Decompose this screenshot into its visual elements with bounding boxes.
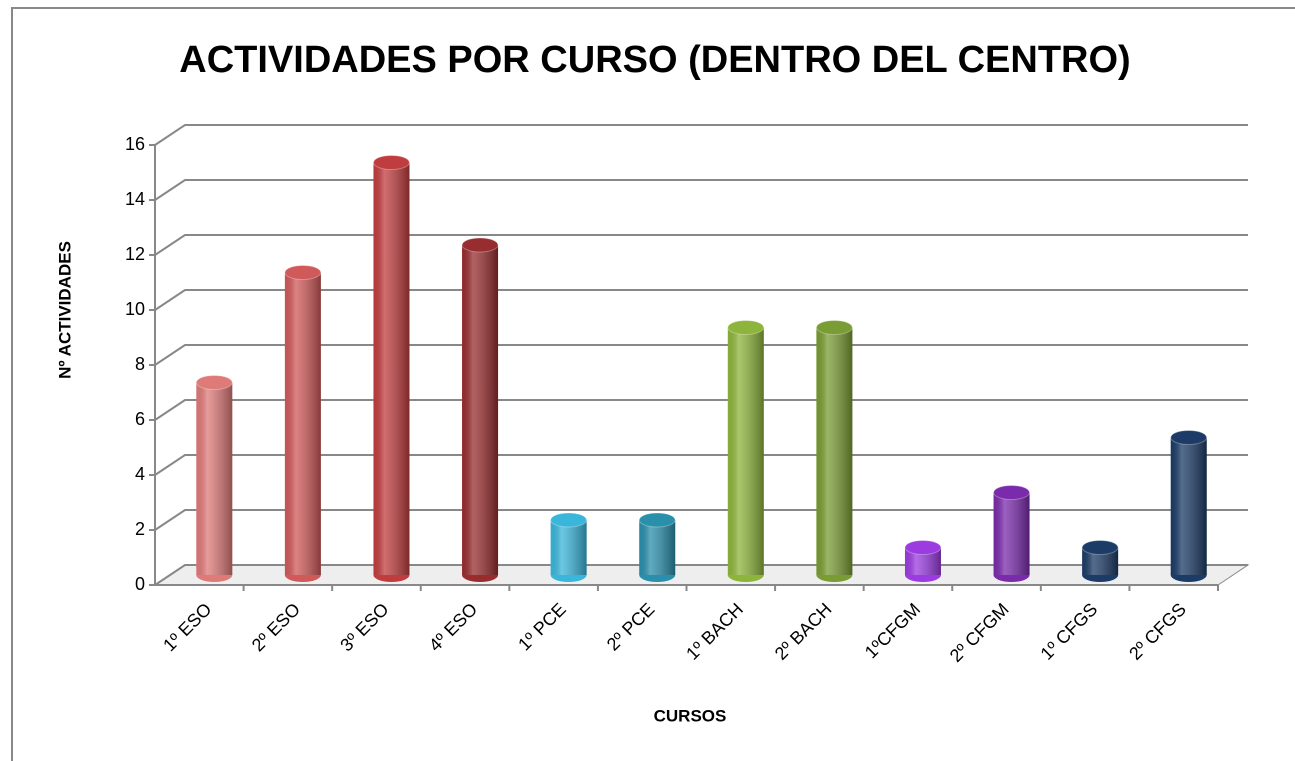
y-tick-label: 6 bbox=[135, 409, 145, 429]
grid-line bbox=[154, 124, 1248, 146]
x-tick-label: 2º ESO bbox=[248, 599, 304, 655]
bar-top bbox=[1081, 540, 1119, 555]
chart-title: ACTIVIDADES POR CURSO (DENTRO DEL CENTRO… bbox=[179, 39, 1130, 81]
x-tick-label: 2º CFGS bbox=[1125, 599, 1190, 664]
x-tick-label: 4º ESO bbox=[425, 599, 481, 655]
bar-shade bbox=[993, 492, 1030, 575]
bar bbox=[372, 155, 410, 582]
grid-line bbox=[154, 289, 1248, 311]
chart-frame bbox=[11, 7, 1295, 761]
y-tick-label: 12 bbox=[125, 244, 145, 264]
y-tick-label: 2 bbox=[135, 519, 145, 539]
x-tick-label: 1º ESO bbox=[159, 599, 215, 655]
y-tick-label: 16 bbox=[125, 134, 145, 154]
grid-line bbox=[154, 234, 1248, 256]
bar-top bbox=[1170, 430, 1208, 445]
x-tick-label: 1º CFGS bbox=[1037, 599, 1102, 664]
grid-line bbox=[154, 399, 1248, 421]
bar-top bbox=[638, 512, 676, 528]
y-tick-label: 8 bbox=[135, 354, 145, 374]
bar-shade bbox=[639, 520, 676, 575]
grid-line bbox=[154, 564, 1248, 586]
bar bbox=[1081, 540, 1119, 582]
bar bbox=[1170, 430, 1208, 582]
x-tick-label: 1ºCFGM bbox=[861, 599, 924, 662]
x-tick-label: 1º PCE bbox=[514, 599, 570, 655]
bar bbox=[284, 265, 322, 582]
bar-shade bbox=[816, 327, 853, 575]
bar-top bbox=[372, 155, 410, 170]
bar-shade bbox=[1170, 437, 1207, 575]
grid-line bbox=[154, 179, 1248, 201]
bar-top bbox=[550, 512, 588, 528]
bar bbox=[993, 485, 1031, 582]
bar bbox=[638, 512, 676, 582]
bar-top bbox=[284, 265, 322, 280]
bar-shade bbox=[462, 245, 499, 575]
bar bbox=[461, 237, 499, 582]
x-tick-label: 2º PCE bbox=[603, 599, 659, 655]
bar-top bbox=[195, 375, 233, 390]
grid-line bbox=[154, 454, 1248, 476]
bar-shade bbox=[284, 272, 321, 575]
bar-shade bbox=[550, 520, 587, 575]
x-tick-label: 2º CFGM bbox=[946, 599, 1013, 666]
y-tick-label: 10 bbox=[125, 299, 145, 319]
bar bbox=[815, 320, 853, 582]
bar bbox=[195, 375, 233, 582]
bar-top bbox=[904, 540, 942, 555]
x-tick-label: 1º BACH bbox=[682, 599, 747, 664]
bar bbox=[727, 320, 765, 582]
bar bbox=[550, 512, 588, 582]
y-axis-label: Nº ACTIVIDADES bbox=[55, 241, 74, 379]
grid-line bbox=[154, 344, 1248, 366]
x-tick-label: 3º ESO bbox=[336, 599, 392, 655]
bar-top bbox=[993, 485, 1031, 500]
bar-top bbox=[815, 320, 853, 335]
bar-top bbox=[727, 320, 765, 335]
bar bbox=[904, 540, 942, 582]
bar-shade bbox=[727, 327, 764, 575]
y-tick-label: 4 bbox=[135, 464, 145, 484]
grid-line bbox=[154, 509, 1248, 531]
x-axis-label: CURSOS bbox=[654, 706, 727, 725]
bar-top bbox=[461, 237, 499, 253]
y-tick-label: 0 bbox=[135, 574, 145, 594]
y-tick-label: 14 bbox=[125, 189, 145, 209]
x-tick-label: 2º BACH bbox=[771, 599, 836, 664]
bar-shade bbox=[373, 162, 410, 575]
bar-shade bbox=[196, 382, 233, 575]
